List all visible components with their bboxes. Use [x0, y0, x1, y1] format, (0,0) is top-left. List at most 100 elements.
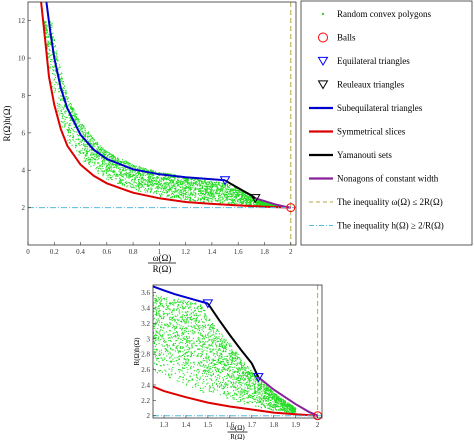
chart-1-series-0-point — [171, 318, 173, 320]
chart-1-series-0-point — [216, 353, 218, 355]
chart-1-series-0-point — [244, 371, 246, 373]
chart-0-series-0-point — [113, 159, 115, 161]
chart-1-series-0-point — [160, 349, 162, 351]
chart-1-series-0-point — [188, 364, 190, 366]
chart-1-series-0-point — [202, 351, 204, 353]
chart-0-series-0-point — [256, 199, 258, 201]
chart-0-series-0-point — [156, 179, 158, 181]
chart-0-series-0-point — [203, 181, 205, 183]
chart-0-series-0-point — [165, 183, 167, 185]
chart-1-series-0-point — [292, 405, 294, 407]
chart-0-series-0-point — [245, 193, 247, 195]
chart-0-series-0-point — [50, 24, 52, 26]
chart-0-series-0-point — [69, 139, 71, 141]
chart-1-series-0-point — [154, 298, 156, 300]
chart-1-series-0-point — [230, 382, 232, 384]
chart-0-series-0-point — [65, 97, 67, 99]
chart-0-series-0-point — [70, 119, 72, 121]
chart-0-series-0-point — [194, 196, 196, 198]
chart-0-series-0-point — [165, 185, 167, 187]
chart-1-series-0-point — [192, 333, 194, 335]
chart-0-series-0-point — [117, 158, 119, 160]
chart-0-series-0-point — [128, 165, 130, 167]
chart-1-series-0-point — [170, 374, 172, 376]
chart-1-series-0-point — [222, 342, 224, 344]
chart-0-series-0-point — [183, 181, 185, 183]
chart-0-series-0-point — [115, 167, 117, 169]
chart-1-series-0-point — [217, 355, 219, 357]
chart-1-series-0-point — [199, 348, 201, 350]
chart-1-series-0-point — [260, 382, 262, 384]
chart-0-series-0-point — [58, 97, 60, 99]
chart-0-series-0-point — [113, 171, 115, 173]
chart-0-series-0-point — [214, 193, 216, 195]
chart-1-series-0-point — [236, 393, 238, 395]
chart-0-series-0-point — [78, 143, 80, 145]
chart-0-series-0-point — [97, 168, 99, 170]
chart-1-series-0-point — [261, 404, 263, 406]
chart-1-series-0-point — [233, 354, 235, 356]
chart-0-series-0-point — [176, 195, 178, 197]
chart-0-series-0-point — [150, 181, 152, 183]
chart-0-series-0-point — [151, 170, 153, 172]
chart-1-series-0-point — [223, 387, 225, 389]
chart-0-series-0-point — [157, 184, 159, 186]
chart-0-series-0-point — [226, 195, 228, 197]
chart-0-series-0-point — [224, 186, 226, 188]
chart-0-series-0-point — [80, 126, 82, 128]
chart-1-series-0-point — [252, 373, 254, 375]
chart-0-series-0-point — [184, 178, 186, 180]
chart-1-series-0-point — [178, 304, 180, 306]
chart-0-series-0-point — [97, 162, 99, 164]
chart-0-series-0-point — [240, 199, 242, 201]
chart-1-series-0-point — [163, 327, 165, 329]
chart-0-series-0-point — [151, 188, 153, 190]
chart-0-series-0-point — [139, 173, 141, 175]
chart-0-series-0-point — [84, 129, 86, 131]
chart-1-series-0-point — [216, 378, 218, 380]
chart-1-series-0-point — [217, 361, 219, 363]
chart-0-series-0-point — [171, 180, 173, 182]
chart-0-series-0-point — [213, 184, 215, 186]
chart-0-series-0-point — [215, 185, 217, 187]
chart-0-series-0-point — [69, 123, 71, 125]
chart-0-series-0-point — [133, 165, 135, 167]
chart-1-series-0-point — [238, 375, 240, 377]
chart-1-series-0-point — [166, 343, 168, 345]
chart-1-series-0-point — [247, 376, 249, 378]
chart-0-series-0-point — [89, 146, 91, 148]
chart-0-series-0-point — [87, 132, 89, 134]
chart-0-series-0-point — [248, 204, 250, 206]
chart-0-series-0-point — [222, 190, 224, 192]
chart-1-series-0-point — [265, 402, 267, 404]
chart-0-series-0-point — [64, 126, 66, 128]
chart-0-series-0-point — [216, 185, 218, 187]
chart-0-series-0-point — [56, 82, 58, 84]
chart-1-series-0-point — [160, 357, 162, 359]
chart-0-series-0-point — [212, 186, 214, 188]
chart-1-series-0-point — [293, 408, 295, 410]
chart-0-series-0-point — [74, 126, 76, 128]
chart-0-series-0-point — [140, 178, 142, 180]
chart-0-series-0-point — [244, 197, 246, 199]
chart-1-series-0-point — [185, 339, 187, 341]
chart-1-series-0-point — [264, 389, 266, 391]
chart-0-series-0-point — [83, 143, 85, 145]
chart-1-series-0-point — [269, 399, 271, 401]
chart-0-series-0-point — [84, 135, 86, 137]
chart-0-series-0-point — [199, 187, 201, 189]
chart-1-series-0-point — [179, 376, 181, 378]
chart-1-series-0-point — [257, 402, 259, 404]
chart-0-series-0-point — [177, 183, 179, 185]
chart-1-series-0-point — [231, 373, 233, 375]
chart-0-series-0-point — [188, 194, 190, 196]
chart-1-series-0-point — [229, 357, 231, 359]
chart-1-series-0-point — [228, 367, 230, 369]
chart-0-series-0-point — [168, 189, 170, 191]
chart-0-series-0-point — [215, 191, 217, 193]
chart-0-series-0-point — [212, 196, 214, 198]
chart-1-series-0-point — [157, 331, 159, 333]
chart-1-series-0-point — [153, 342, 155, 344]
chart-0-series-0-point — [48, 52, 50, 54]
chart-1-series-0-point — [277, 401, 279, 403]
